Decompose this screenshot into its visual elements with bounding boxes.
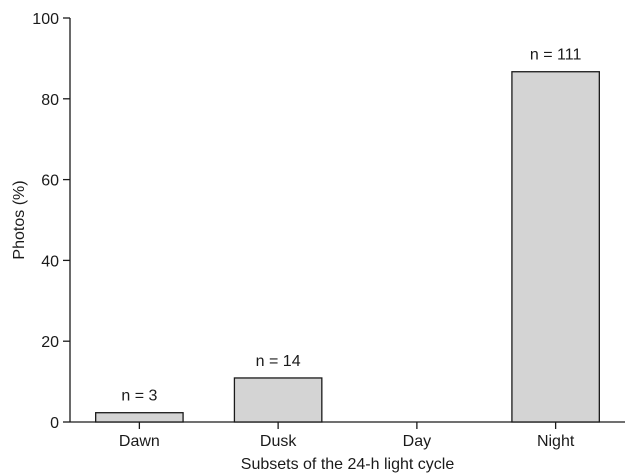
x-tick-label: Night bbox=[537, 433, 575, 450]
y-tick-label: 40 bbox=[41, 253, 59, 270]
x-tick-label: Dusk bbox=[260, 433, 297, 450]
x-axis-title: Subsets of the 24-h light cycle bbox=[241, 456, 455, 473]
y-tick-label: 80 bbox=[41, 92, 59, 109]
bar-dusk bbox=[233, 377, 323, 423]
y-tick-label: 0 bbox=[50, 415, 59, 432]
bars bbox=[95, 71, 600, 423]
y-axis: 0 20 40 60 80 100 bbox=[32, 11, 71, 432]
data-label: n = 14 bbox=[256, 353, 301, 370]
bar-dawn bbox=[95, 412, 184, 423]
data-labels: n = 3 n = 14 n = 111 bbox=[121, 47, 581, 405]
data-label: n = 3 bbox=[121, 388, 157, 405]
y-tick-label: 100 bbox=[32, 11, 59, 28]
x-axis: Dawn Dusk Day Night bbox=[70, 421, 625, 450]
y-tick-label: 60 bbox=[41, 173, 59, 190]
bar-night bbox=[511, 71, 600, 423]
x-tick-label: Dawn bbox=[119, 433, 160, 450]
data-label: n = 111 bbox=[530, 47, 582, 64]
y-tick-label: 20 bbox=[41, 334, 59, 351]
y-axis-title: Photos (%) bbox=[11, 180, 28, 259]
x-tick-label: Day bbox=[403, 433, 431, 450]
